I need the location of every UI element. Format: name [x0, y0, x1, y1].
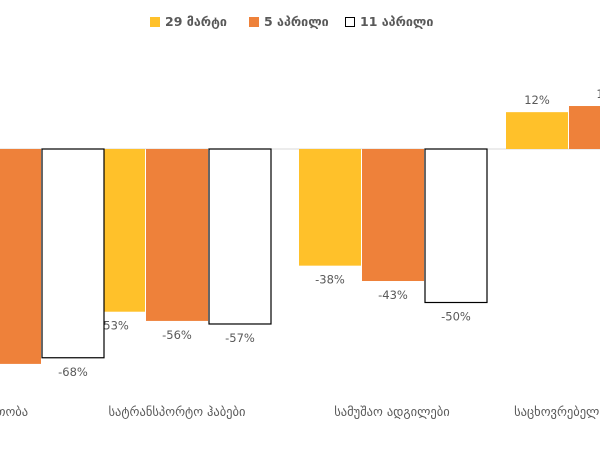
bar-series-2-cat-1 — [208, 148, 272, 325]
data-label-series-2-cat-0: -68% — [58, 365, 88, 379]
data-label-series-1-cat-3: 1 — [596, 87, 600, 101]
bar-series-2-cat-0 — [41, 148, 105, 359]
bar-series-1-cat-1 — [146, 149, 208, 321]
category-label-0: გართობა — [0, 404, 28, 419]
category-label-2: სამუშაო ადგილები — [334, 404, 449, 419]
bar-series-0-cat-2 — [299, 149, 361, 266]
category-label-1: სატრანსპორტო ჰაბები — [109, 404, 246, 419]
bar-series-1-cat-3 — [569, 106, 600, 149]
bar-series-1-cat-2 — [362, 149, 424, 282]
legend-label-5-april: 5 აპრილი — [264, 14, 329, 29]
legend: 29 მარტი 5 აპრილი 11 აპრილი — [0, 14, 600, 34]
data-label-series-2-cat-2: -50% — [441, 310, 471, 324]
data-label-series-0-cat-1: -53% — [99, 319, 129, 333]
data-label-series-2-cat-1: -57% — [225, 331, 255, 345]
data-label-series-0-cat-2: -38% — [315, 273, 345, 287]
bar-series-0-cat-3 — [506, 112, 568, 149]
legend-swatch-11-april — [345, 16, 355, 27]
legend-item-11-april: 11 აპრილი — [345, 14, 433, 29]
data-label-series-1-cat-1: -56% — [162, 328, 192, 342]
legend-item-5-april: 5 აპრილი — [249, 14, 329, 29]
legend-swatch-5-april — [249, 16, 259, 27]
category-label-3: საცხოვრებელი — [514, 404, 600, 419]
legend-label-11-april: 11 აპრილი — [360, 14, 434, 29]
legend-item-29-march: 29 მარტი — [150, 14, 227, 29]
legend-swatch-29-march — [150, 16, 160, 27]
bar-series-2-cat-2 — [424, 148, 488, 304]
bar-series-1-cat-0 — [0, 149, 41, 364]
legend-label-29-march: 29 მარტი — [165, 14, 227, 29]
data-label-series-0-cat-3: 12% — [524, 93, 550, 107]
data-label-series-1-cat-2: -43% — [378, 288, 408, 302]
